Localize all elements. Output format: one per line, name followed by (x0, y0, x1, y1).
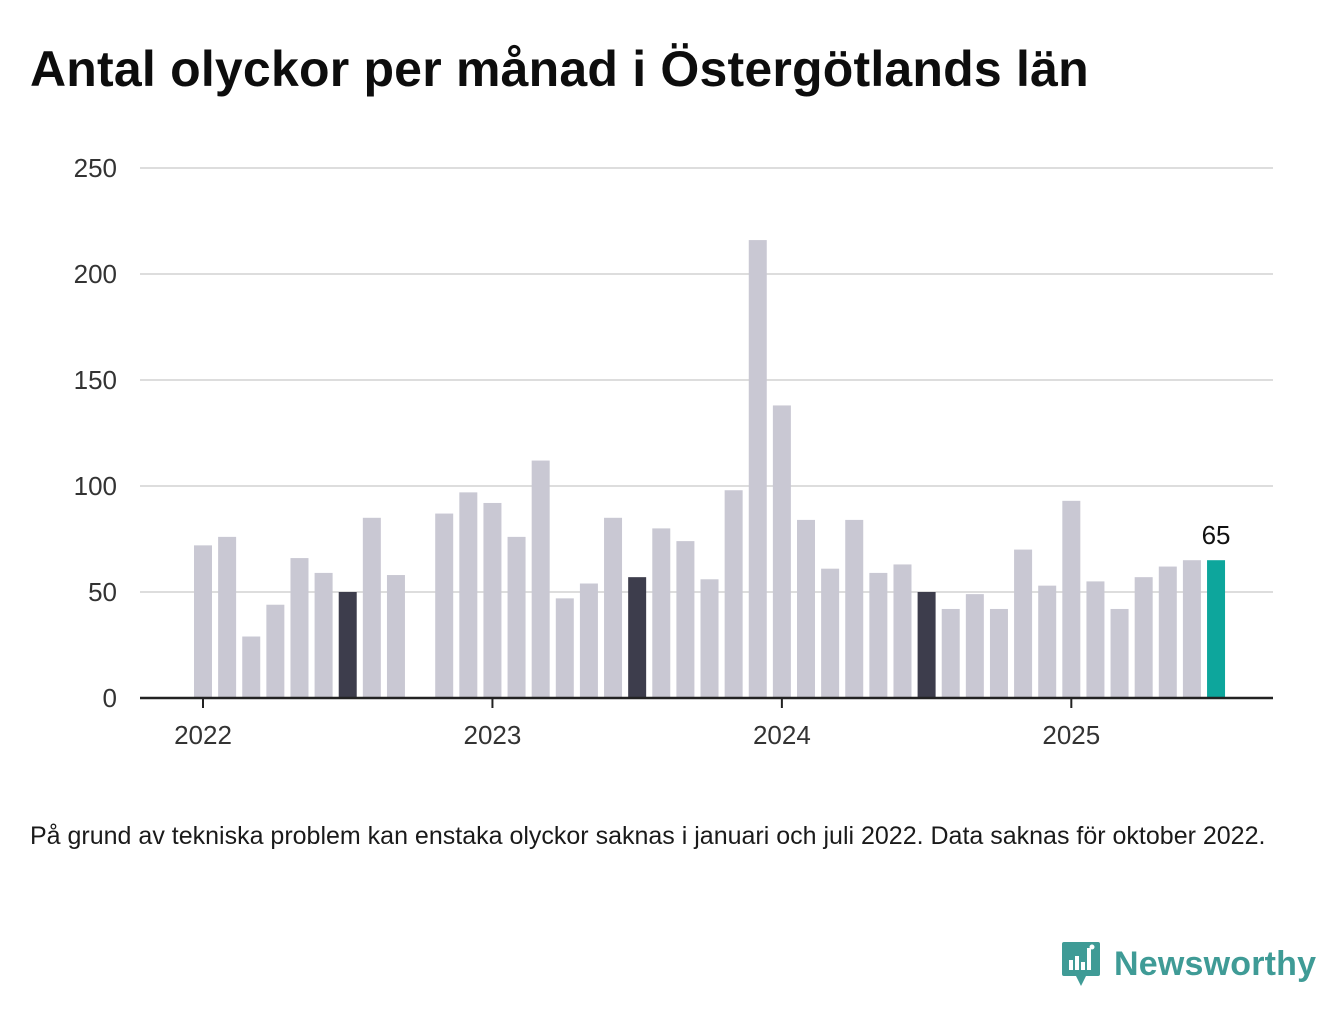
bar (218, 536, 237, 698)
bar (1038, 585, 1057, 698)
bar (1086, 581, 1105, 698)
footnote: På grund av tekniska problem kan enstaka… (30, 822, 1266, 850)
bar (893, 564, 912, 698)
x-tick-label: 2023 (464, 720, 522, 750)
bar (797, 519, 815, 698)
bar (1062, 500, 1081, 698)
bar (266, 604, 285, 698)
bar (435, 513, 454, 698)
bar (1182, 560, 1201, 698)
y-tick-label: 150 (74, 365, 117, 395)
bar (941, 608, 960, 698)
y-tick-label: 0 (103, 683, 117, 713)
bar (821, 568, 840, 698)
bar (1207, 560, 1226, 698)
bar (724, 490, 743, 698)
bar (917, 592, 936, 698)
bar (1110, 608, 1129, 698)
y-tick-label: 200 (74, 259, 117, 289)
bar (555, 598, 574, 698)
brand[interactable]: Newsworthy (1060, 940, 1316, 988)
bar (604, 517, 623, 698)
bar-chart: 0 50 100 150 200 250 65 2022 2023 2024 2025 (74, 153, 1273, 750)
bar (1158, 566, 1177, 698)
bar (386, 575, 405, 698)
bar (1134, 577, 1153, 698)
y-tick-label: 250 (74, 153, 117, 183)
bar (772, 405, 791, 698)
y-tick-label: 50 (88, 577, 117, 607)
bar (579, 583, 598, 698)
bar (242, 636, 261, 698)
x-tick-label: 2025 (1042, 720, 1100, 750)
bar (748, 240, 767, 698)
bar (459, 492, 478, 698)
brand-name: Newsworthy (1114, 944, 1317, 983)
bar (676, 541, 695, 698)
bar (1014, 549, 1033, 698)
bar (338, 592, 357, 698)
bar (483, 502, 502, 698)
x-tick-label: 2022 (174, 720, 232, 750)
chart-title: Antal olyckor per månad i Östergötlands … (30, 41, 1089, 97)
bar (989, 608, 1008, 698)
bar (194, 545, 212, 698)
data-label: 65 (1202, 520, 1231, 550)
bar (869, 572, 888, 698)
y-tick-label: 100 (74, 471, 117, 501)
newsworthy-logo-icon (1062, 942, 1100, 986)
bar (652, 528, 671, 698)
bar (507, 536, 526, 698)
x-tick-label: 2024 (753, 720, 811, 750)
bar (531, 460, 550, 698)
bar (965, 594, 984, 698)
bar (314, 572, 333, 698)
bar (362, 517, 381, 698)
bar (700, 579, 719, 698)
bar (628, 577, 647, 698)
bar (845, 519, 864, 698)
bar (290, 558, 309, 698)
